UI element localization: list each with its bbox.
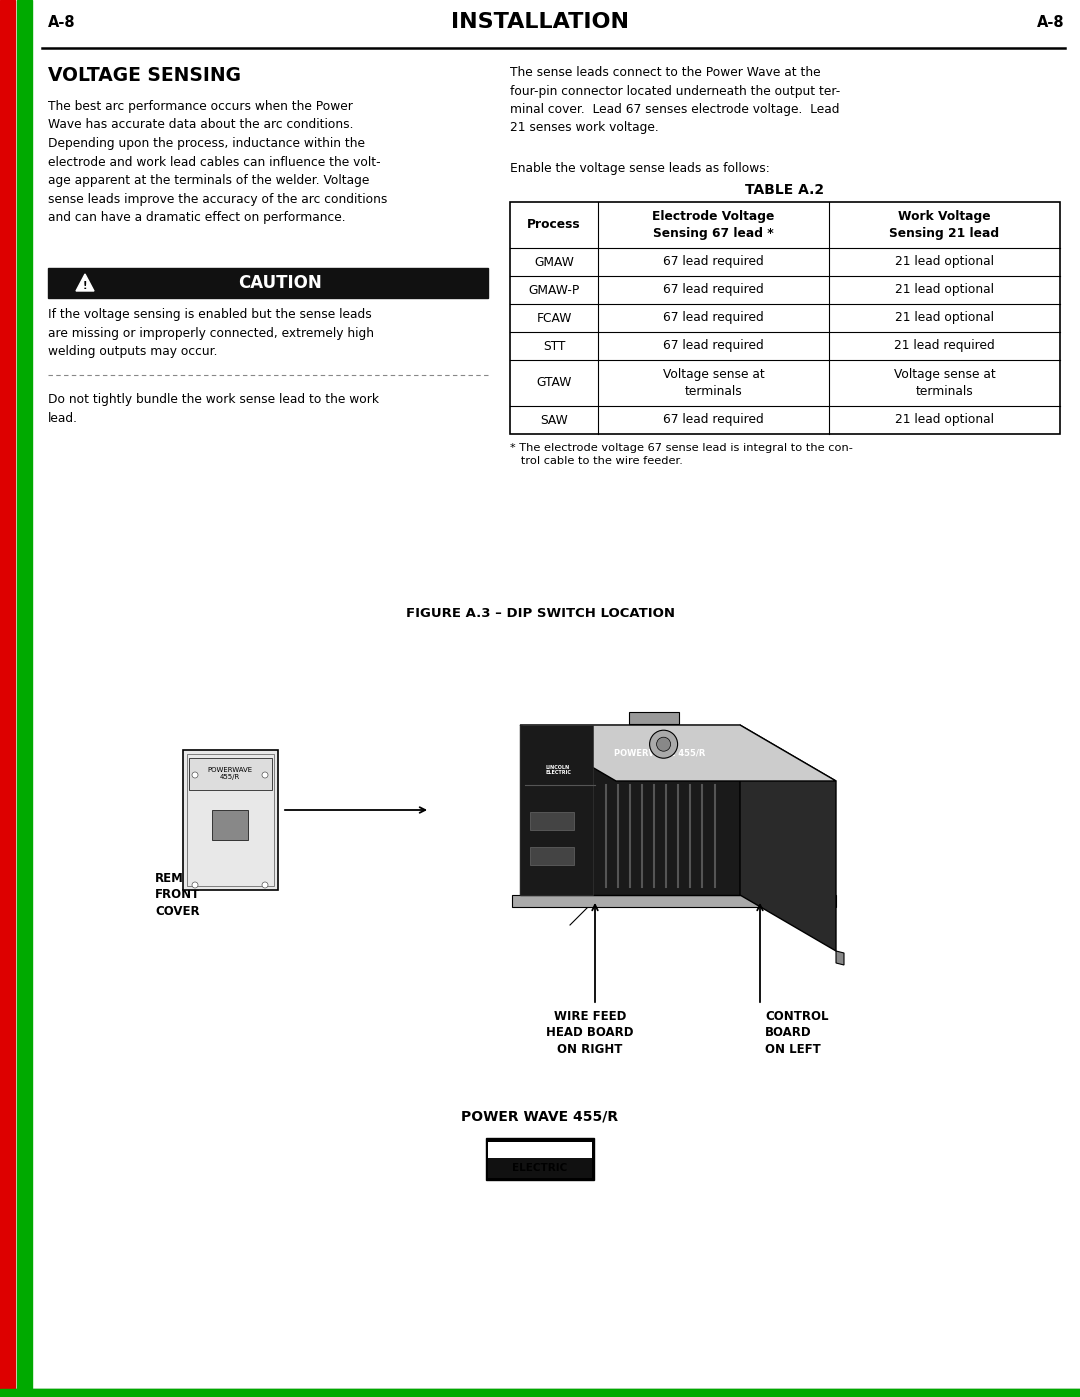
Bar (525, 785, 586, 844)
Text: Electrode Voltage
Sensing 67 lead *: Electrode Voltage Sensing 67 lead * (652, 210, 774, 240)
Text: SAW: SAW (540, 414, 568, 426)
Text: 21 lead optional: 21 lead optional (895, 256, 994, 268)
Polygon shape (519, 725, 836, 781)
Text: STT: STT (543, 339, 565, 352)
Text: GTAW: GTAW (537, 377, 571, 390)
Bar (48, 268, 488, 298)
Polygon shape (740, 725, 836, 951)
Polygon shape (76, 274, 94, 291)
Text: POWERWAVE
455/R: POWERWAVE 455/R (207, 767, 253, 781)
Bar (0, 1389, 1080, 1397)
Text: The best arc performance occurs when the Power
Wave has accurate data about the : The best arc performance occurs when the… (48, 101, 388, 224)
Text: 67 lead required: 67 lead required (663, 284, 764, 296)
Bar (183, 750, 278, 890)
Text: Enable the voltage sense leads as follows:: Enable the voltage sense leads as follow… (510, 162, 770, 175)
Text: LINCOLN
ELECTRIC: LINCOLN ELECTRIC (545, 764, 571, 775)
Bar (525, 760, 591, 780)
Circle shape (657, 738, 671, 752)
Bar (510, 203, 1059, 434)
Text: 21 lead required: 21 lead required (894, 339, 995, 352)
Circle shape (262, 773, 268, 778)
Bar (488, 1141, 592, 1158)
Circle shape (192, 882, 198, 888)
Bar (0, 0, 15, 1397)
Text: Return to Section TOC: Return to Section TOC (2, 215, 13, 324)
Text: 21 lead optional: 21 lead optional (895, 284, 994, 296)
Bar (187, 754, 274, 886)
Text: POWER WAVE 455/R: POWER WAVE 455/R (461, 1111, 619, 1125)
Text: GMAW: GMAW (535, 256, 573, 268)
Text: Return to Master TOC: Return to Master TOC (19, 807, 29, 912)
Polygon shape (836, 951, 843, 965)
Text: 67 lead required: 67 lead required (663, 414, 764, 426)
Text: LINCOLN: LINCOLN (510, 1146, 570, 1158)
Text: Return to Master TOC: Return to Master TOC (19, 1127, 29, 1232)
Circle shape (192, 773, 198, 778)
Text: A-8: A-8 (1038, 15, 1065, 29)
Text: A-8: A-8 (48, 15, 76, 29)
Text: Voltage sense at
terminals: Voltage sense at terminals (663, 367, 765, 398)
Bar (17, 0, 32, 1397)
Text: GMAW-P: GMAW-P (528, 284, 580, 296)
Bar (189, 759, 272, 789)
Text: Return to Section TOC: Return to Section TOC (2, 436, 13, 545)
Circle shape (649, 731, 677, 759)
Bar (530, 847, 573, 865)
Bar (530, 812, 573, 830)
Bar (519, 725, 593, 895)
Text: * The electrode voltage 67 sense lead is integral to the con-
   trol cable to t: * The electrode voltage 67 sense lead is… (510, 443, 853, 467)
Bar (512, 895, 836, 907)
Text: Return to Section TOC: Return to Section TOC (2, 1126, 13, 1234)
Text: REMOVE
FRONT
COVER: REMOVE FRONT COVER (156, 872, 211, 918)
Circle shape (262, 882, 268, 888)
Bar (488, 1155, 592, 1178)
Text: VOLTAGE SENSING: VOLTAGE SENSING (48, 66, 241, 85)
Text: Return to Master TOC: Return to Master TOC (19, 437, 29, 543)
Text: Voltage sense at
terminals: Voltage sense at terminals (893, 367, 996, 398)
Text: !: ! (83, 281, 87, 291)
Text: The sense leads connect to the Power Wave at the
four-pin connector located unde: The sense leads connect to the Power Wav… (510, 66, 840, 134)
Text: 67 lead required: 67 lead required (663, 256, 764, 268)
Text: POWERWAVE 455/R: POWERWAVE 455/R (615, 749, 705, 757)
Text: If the voltage sensing is enabled but the sense leads
are missing or improperly : If the voltage sensing is enabled but th… (48, 307, 374, 358)
Text: 21 lead optional: 21 lead optional (895, 414, 994, 426)
Text: Process: Process (527, 218, 581, 232)
Text: ELECTRIC: ELECTRIC (512, 1164, 568, 1173)
Bar (486, 1139, 594, 1180)
Text: 67 lead required: 67 lead required (663, 339, 764, 352)
Text: CONTROL
BOARD
ON LEFT: CONTROL BOARD ON LEFT (765, 1010, 828, 1056)
Text: INSTALLATION: INSTALLATION (451, 13, 629, 32)
Text: 21 lead optional: 21 lead optional (895, 312, 994, 324)
Text: FCAW: FCAW (537, 312, 571, 324)
Bar (629, 712, 679, 724)
Bar (212, 810, 248, 840)
Text: TABLE A.2: TABLE A.2 (745, 183, 824, 197)
Text: Return to Section TOC: Return to Section TOC (2, 806, 13, 914)
Text: Work Voltage
Sensing 21 lead: Work Voltage Sensing 21 lead (890, 210, 1000, 240)
Text: ®: ® (548, 1151, 555, 1158)
Text: FIGURE A.3 – DIP SWITCH LOCATION: FIGURE A.3 – DIP SWITCH LOCATION (405, 608, 675, 620)
Text: Return to Master TOC: Return to Master TOC (19, 217, 29, 323)
Polygon shape (519, 725, 740, 895)
Text: 67 lead required: 67 lead required (663, 312, 764, 324)
Text: CAUTION: CAUTION (238, 274, 322, 292)
Text: WIRE FEED
HEAD BOARD
ON RIGHT: WIRE FEED HEAD BOARD ON RIGHT (546, 1010, 634, 1056)
Text: Do not tightly bundle the work sense lead to the work
lead.: Do not tightly bundle the work sense lea… (48, 393, 379, 425)
